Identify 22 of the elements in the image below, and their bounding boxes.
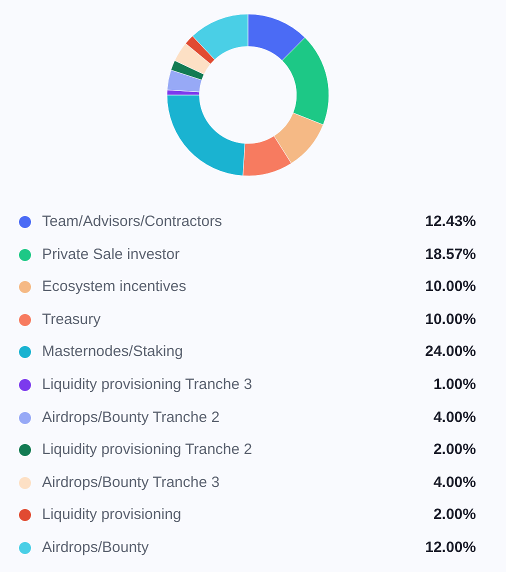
data-label: 2.00% [433, 505, 476, 526]
data-label: 1.00% [433, 374, 476, 395]
legend-label: Liquidity provisioning Tranche 3 [42, 374, 252, 395]
legend-label: Ecosystem incentives [42, 277, 186, 298]
data-label: 18.57% [425, 244, 476, 265]
legend-label: Private Sale investor [42, 244, 180, 265]
data-label: 12.00% [425, 538, 476, 558]
legend-label: Team/Advisors/Contractors [42, 212, 222, 232]
legend-label: Treasury [42, 310, 101, 330]
legend-label: Liquidity provisioning [42, 505, 182, 526]
legend-label: Masternodes/Staking [42, 342, 183, 362]
legend-label: Airdrops/Bounty Tranche 3 [42, 472, 220, 493]
data-label: 4.00% [433, 472, 476, 493]
legend-label: Airdrops/Bounty [42, 538, 149, 558]
data-label: 2.00% [433, 440, 476, 460]
legend-label: Liquidity provisioning Tranche 2 [42, 440, 252, 460]
data-label: 10.00% [425, 277, 476, 298]
data-label: 4.00% [433, 408, 476, 428]
data-label: 24.00% [425, 342, 476, 362]
legend-label: Airdrops/Bounty Tranche 2 [42, 408, 220, 428]
data-label: 12.43% [425, 212, 476, 232]
data-label: 10.00% [425, 310, 476, 330]
